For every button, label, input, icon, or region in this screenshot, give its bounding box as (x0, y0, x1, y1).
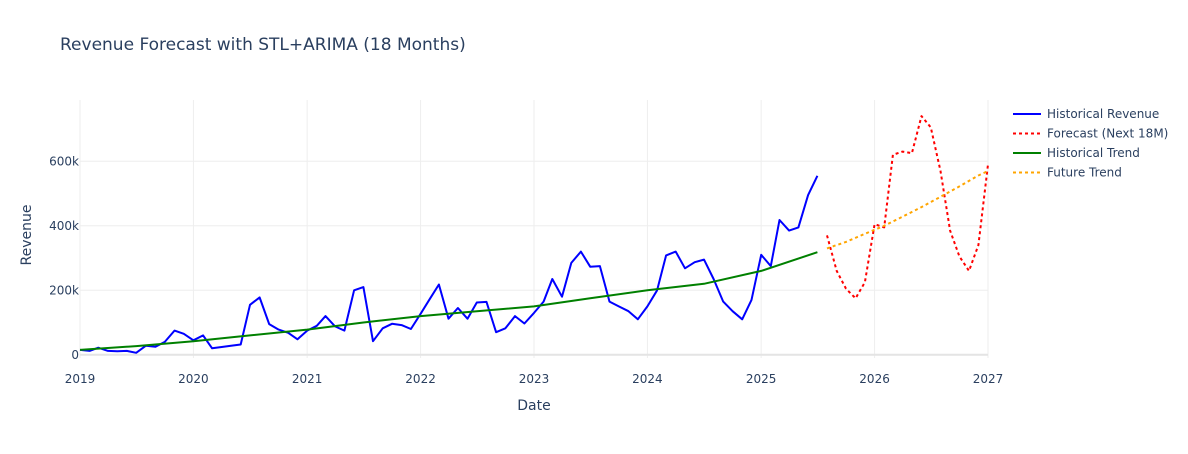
legend-item-historical-trend[interactable]: Historical Trend (1013, 146, 1140, 160)
tick-layer: 2019 2020 2021 2022 2023 2024 2025 2026 2027 0 200… (49, 154, 1003, 386)
y-tick-label: 400k (49, 219, 79, 233)
legend-item-historical-revenue[interactable]: Historical Revenue (1013, 107, 1159, 121)
x-axis-title: Date (517, 398, 550, 414)
x-tick-label: 2027 (973, 372, 1004, 386)
y-tick-label: 0 (71, 348, 79, 362)
series-line-historical-trend (79, 251, 818, 351)
legend-item-future-trend[interactable]: Future Trend (1013, 166, 1122, 180)
legend-label: Forecast (Next 18M) (1047, 127, 1168, 141)
legend-label: Future Trend (1047, 166, 1122, 180)
chart-title: Revenue Forecast with STL+ARIMA (18 Mont… (60, 35, 466, 55)
x-tick-label: 2025 (746, 372, 777, 386)
series-layer (79, 115, 989, 354)
series-line-future-trend (826, 170, 989, 250)
x-tick-label: 2024 (632, 372, 663, 386)
y-tick-label: 200k (49, 283, 79, 297)
series-line-historical-revenue (79, 175, 819, 354)
x-tick-label: 2026 (859, 372, 890, 386)
x-tick-label: 2023 (519, 372, 550, 386)
x-tick-label: 2022 (405, 372, 436, 386)
x-tick-label: 2020 (178, 372, 209, 386)
x-tick-label: 2019 (65, 372, 96, 386)
grid-layer (79, 100, 989, 358)
x-tick-label: 2021 (292, 372, 323, 386)
y-axis-title: Revenue (19, 205, 35, 266)
legend-label: Historical Trend (1047, 146, 1140, 160)
legend: Historical Revenue Forecast (Next 18M) His… (1013, 107, 1168, 180)
legend-label: Historical Revenue (1047, 107, 1159, 121)
y-tick-label: 600k (49, 154, 79, 168)
legend-item-forecast-next-18m[interactable]: Forecast (Next 18M) (1013, 127, 1168, 141)
series-line-forecast-next-18m (826, 115, 989, 300)
